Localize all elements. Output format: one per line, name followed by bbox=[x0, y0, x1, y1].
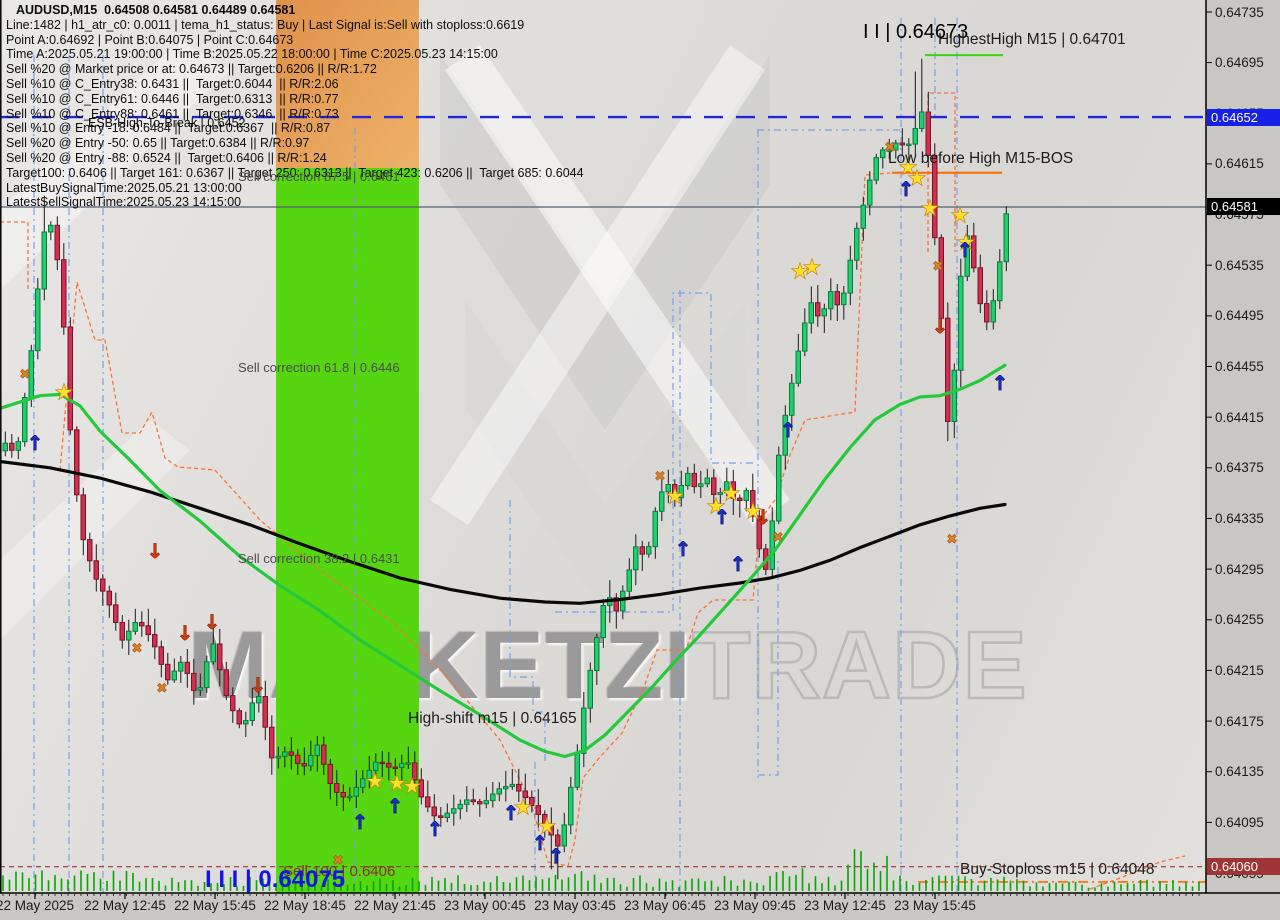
buy-arrow-icon: ↑ bbox=[532, 831, 549, 855]
x-signal-icon: ✖ bbox=[20, 368, 31, 383]
structure-step-line bbox=[509, 500, 546, 762]
sell-arrow-icon: ↓ bbox=[204, 610, 221, 634]
star-signal-icon: ★ bbox=[907, 167, 927, 192]
fibo-zone-orange bbox=[276, 0, 419, 168]
trailing-stop-line bbox=[1089, 855, 1186, 890]
sell-arrow-icon: ↓ bbox=[147, 539, 164, 563]
buy-arrow-icon: ↑ bbox=[548, 844, 565, 868]
x-signal-icon: ✖ bbox=[157, 682, 168, 697]
buy-arrow-icon: ↑ bbox=[957, 238, 974, 262]
buy-arrow-icon: ↑ bbox=[503, 801, 520, 825]
star-signal-icon: ★ bbox=[706, 495, 726, 520]
watermark-text-solid: MARKETZI bbox=[188, 612, 692, 719]
star-signal-icon: ★ bbox=[920, 197, 940, 222]
star-signal-icon: ★ bbox=[387, 772, 407, 797]
bear-candles bbox=[9, 111, 990, 847]
buy-arrow-icon: ↑ bbox=[730, 552, 747, 576]
x-signal-icon: ✖ bbox=[885, 141, 896, 156]
star-signal-icon: ★ bbox=[743, 500, 763, 525]
watermark-text-outline: TRADE bbox=[691, 612, 1028, 719]
structure-step-line bbox=[555, 292, 757, 613]
sell-arrow-icon: ↓ bbox=[932, 314, 949, 338]
structure-step-line bbox=[758, 560, 779, 776]
buy-arrow-icon: ↑ bbox=[352, 810, 369, 834]
star-signal-icon: ★ bbox=[665, 485, 685, 510]
sell-arrow-icon: ↓ bbox=[177, 621, 194, 645]
sell-arrow-icon: ↓ bbox=[755, 505, 772, 529]
volume-bars bbox=[2, 849, 1200, 891]
trailing-stop-line bbox=[0, 221, 29, 292]
broker-watermark: MARKETZITRADE bbox=[188, 616, 1028, 715]
sell-arrow-icon: ↓ bbox=[250, 673, 267, 697]
star-signal-icon: ★ bbox=[513, 796, 533, 821]
logo-watermark-chevron bbox=[430, 45, 790, 615]
star-signal-icon: ★ bbox=[956, 231, 976, 256]
star-signal-icon: ★ bbox=[365, 770, 385, 795]
buy-arrow-icon: ↑ bbox=[898, 177, 915, 201]
x-signal-icon: ✖ bbox=[773, 531, 784, 546]
star-signal-icon: ★ bbox=[790, 260, 810, 285]
star-signal-icon: ★ bbox=[950, 204, 970, 229]
x-signal-icon: ✖ bbox=[333, 854, 344, 869]
trailing-stop-line bbox=[59, 172, 891, 867]
buy-arrow-icon: ↑ bbox=[992, 371, 1009, 395]
ma-fast-green bbox=[0, 363, 1007, 759]
x-signal-icon: ✖ bbox=[132, 642, 143, 657]
star-signal-icon: ★ bbox=[721, 482, 741, 507]
bull-candles bbox=[2, 111, 1009, 847]
star-signal-icon: ★ bbox=[802, 256, 822, 281]
buy-arrow-icon: ↑ bbox=[427, 817, 444, 841]
x-signal-icon: ✖ bbox=[947, 533, 958, 548]
buy-arrow-icon: ↑ bbox=[780, 418, 797, 442]
star-signal-icon: ★ bbox=[537, 815, 557, 840]
ma-slow-black bbox=[0, 459, 1007, 605]
star-signal-icon: ★ bbox=[898, 156, 918, 181]
star-signal-icon: ★ bbox=[54, 381, 74, 406]
axis-panel-bottom bbox=[0, 893, 1206, 920]
buy-arrow-icon: ↑ bbox=[714, 505, 731, 529]
buy-arrow-icon: ↑ bbox=[675, 537, 692, 561]
x-signal-icon: ✖ bbox=[655, 470, 666, 485]
buy-arrow-icon: ↑ bbox=[387, 794, 404, 818]
chart-plot-background bbox=[0, 0, 1206, 893]
star-signal-icon: ★ bbox=[402, 775, 422, 800]
axis-panel-right bbox=[1206, 0, 1280, 920]
buy-arrow-icon: ↑ bbox=[27, 431, 44, 455]
x-signal-icon: ✖ bbox=[933, 260, 944, 275]
